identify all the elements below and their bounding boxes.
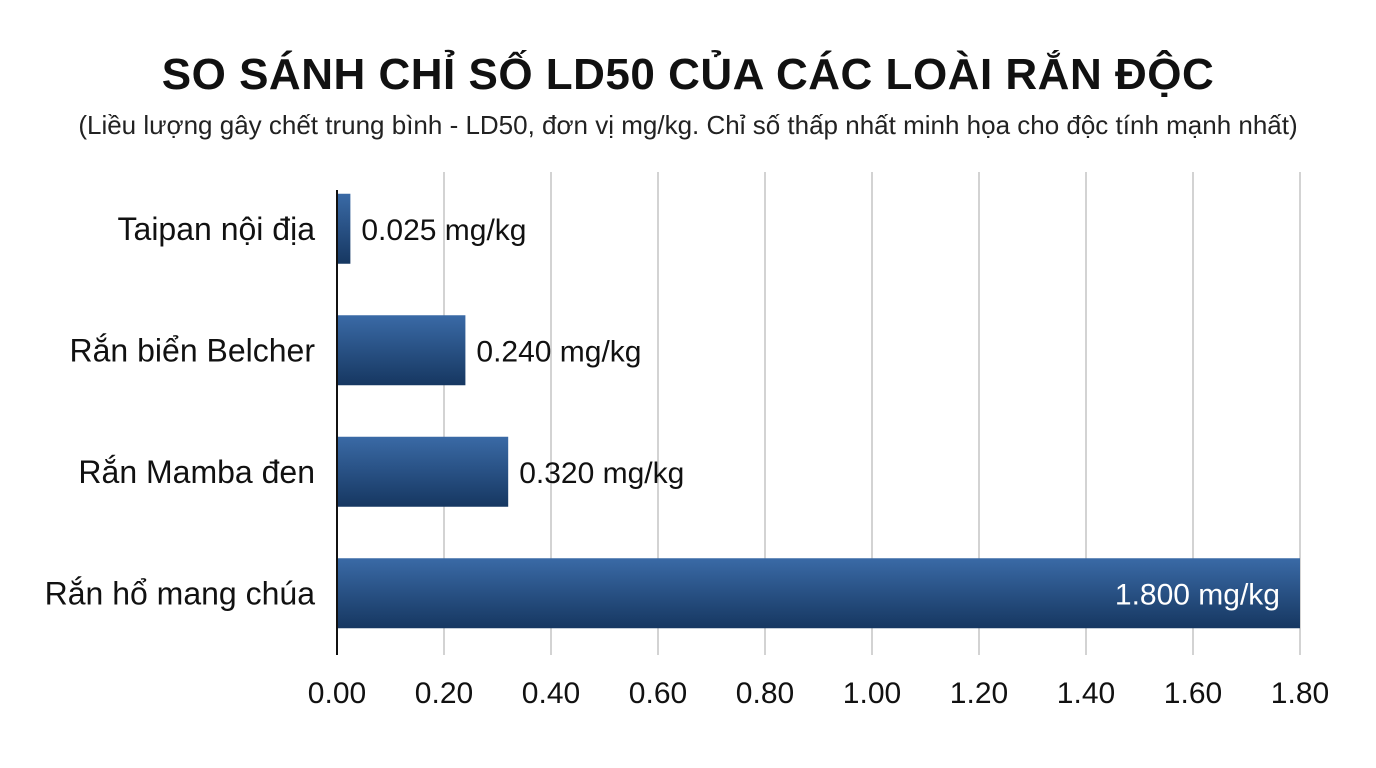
- x-tick-label: 0.40: [522, 677, 580, 710]
- x-tick-label: 0.00: [308, 677, 366, 710]
- bar: [337, 193, 351, 264]
- bar: [337, 315, 466, 386]
- category-label: Taipan nội địa: [118, 211, 316, 247]
- x-tick-label: 1.80: [1271, 677, 1329, 710]
- labels: 0.00 0.20 0.40 0.60 0.80 1.00 1.20 1.40 1.60 1.80…: [45, 211, 1330, 710]
- data-label: 0.320 mg/kg: [519, 457, 684, 490]
- data-label: 0.025 mg/kg: [361, 214, 526, 247]
- category-label: Rắn Mamba đen: [78, 454, 315, 490]
- category-label: Rắn biển Belcher: [70, 332, 316, 368]
- x-tick-label: 0.20: [415, 677, 473, 710]
- x-tick-label: 1.20: [950, 677, 1008, 710]
- chart-title: SO SÁNH CHỈ SỐ LD50 CỦA CÁC LOÀI RẮN ĐỘC: [161, 50, 1215, 99]
- bar: [337, 558, 1300, 629]
- bar: [337, 436, 509, 507]
- bars: [337, 193, 1300, 629]
- chart-subtitle: (Liều lượng gây chết trung bình - LD50, …: [78, 110, 1298, 140]
- x-tick-label: 1.40: [1057, 677, 1115, 710]
- data-label: 1.800 mg/kg: [1115, 578, 1280, 611]
- category-label: Rắn hổ mang chúa: [45, 575, 316, 611]
- data-label: 0.240 mg/kg: [476, 335, 641, 368]
- x-tick-label: 0.80: [736, 677, 794, 710]
- x-tick-label: 0.60: [629, 677, 687, 710]
- x-tick-label: 1.60: [1164, 677, 1222, 710]
- x-tick-label: 1.00: [843, 677, 901, 710]
